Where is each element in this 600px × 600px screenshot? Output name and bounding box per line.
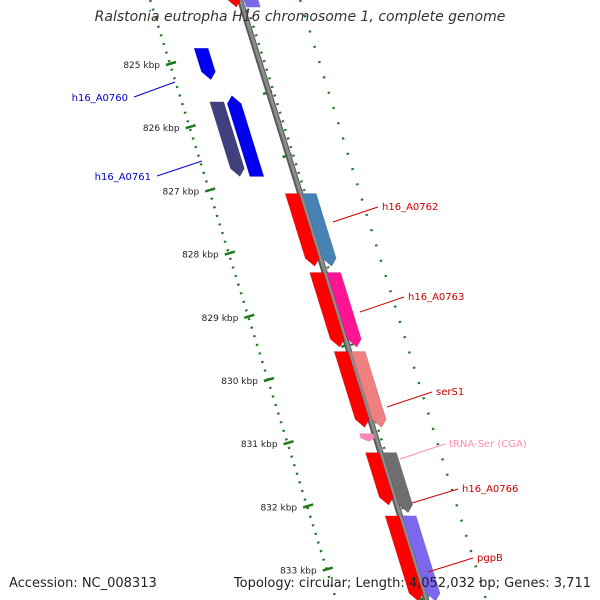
ruler-tick-label: 828 kbp — [182, 251, 219, 261]
feature-f_gray — [382, 452, 413, 514]
feature-f_red1 — [284, 193, 320, 267]
ruler-tick — [263, 376, 275, 383]
feature-f_top_lav — [243, 0, 261, 8]
ruler-tick — [224, 250, 236, 256]
label-leader-line — [359, 296, 405, 313]
feature-f_blue_a — [193, 47, 216, 81]
ruler-tick — [244, 313, 255, 319]
label-leader-line — [427, 557, 474, 573]
ruler-tick — [185, 124, 196, 130]
feature-label: tRNA-Ser (CGA) — [449, 439, 527, 450]
ruler-tick-label: 825 kbp — [123, 61, 160, 71]
map-title: Ralstonia eutropha H16 chromosome 1, com… — [94, 9, 506, 25]
ruler-tick — [302, 503, 314, 509]
feature-label: h16_A0766 — [462, 484, 518, 495]
ruler-tick-label: 829 kbp — [202, 314, 239, 324]
feature-label: h16_A0760 — [72, 93, 128, 104]
feature-label: serS1 — [436, 387, 464, 398]
ruler-tick — [165, 60, 177, 67]
feature-label: h16_A0763 — [408, 292, 464, 303]
feature-f_lav2 — [401, 515, 441, 600]
label-leader-line — [133, 81, 176, 98]
backbone — [237, 0, 430, 600]
feature-f_blue_b — [226, 95, 265, 177]
accession-text: Accession: NC_008313 — [9, 576, 157, 591]
topology-text: Topology: circular; Length: 4,052,032 bp… — [233, 576, 591, 591]
feature-f_top_red — [227, 0, 241, 8]
ruler-tick-label: 833 kbp — [280, 567, 317, 577]
feature-f_red5 — [384, 515, 424, 600]
ruler-tick-label: 831 kbp — [241, 440, 278, 450]
backbone-line — [239, 0, 429, 600]
feature-f_navy — [209, 101, 245, 177]
label-leader-line — [411, 488, 459, 504]
ruler-tick — [283, 440, 294, 446]
feature-f_red3 — [333, 351, 370, 428]
feature-tracks — [193, 0, 441, 600]
feature-f_red4 — [365, 452, 394, 506]
label-leader-line — [386, 391, 433, 408]
feature-f_salmon — [350, 351, 387, 428]
feature-labels: h16_A0760 h16_A0761 h16_A0762 h16_A0763 serS… — [72, 81, 527, 573]
ruler-tick-label: 826 kbp — [143, 124, 180, 134]
feature-label: h16_A0762 — [382, 202, 438, 213]
ruler-tick-label: 832 kbp — [260, 503, 297, 513]
ruler-tick-label: 830 kbp — [221, 377, 258, 387]
feature-f_pink — [359, 433, 376, 442]
feature-f_magenta — [326, 272, 362, 348]
label-leader-line — [399, 443, 446, 460]
feature-label: pgpB — [477, 553, 503, 564]
ruler-line-left — [148, 0, 338, 600]
feature-f_steel — [301, 193, 337, 267]
label-leader-line — [156, 160, 203, 177]
feature-f_red2 — [309, 272, 345, 348]
feature-label: h16_A0761 — [95, 172, 151, 183]
ruler-tick-label: 827 kbp — [162, 187, 199, 197]
ruler-tick — [322, 566, 334, 572]
label-leader-line — [332, 206, 379, 223]
ruler-tick — [204, 187, 216, 193]
